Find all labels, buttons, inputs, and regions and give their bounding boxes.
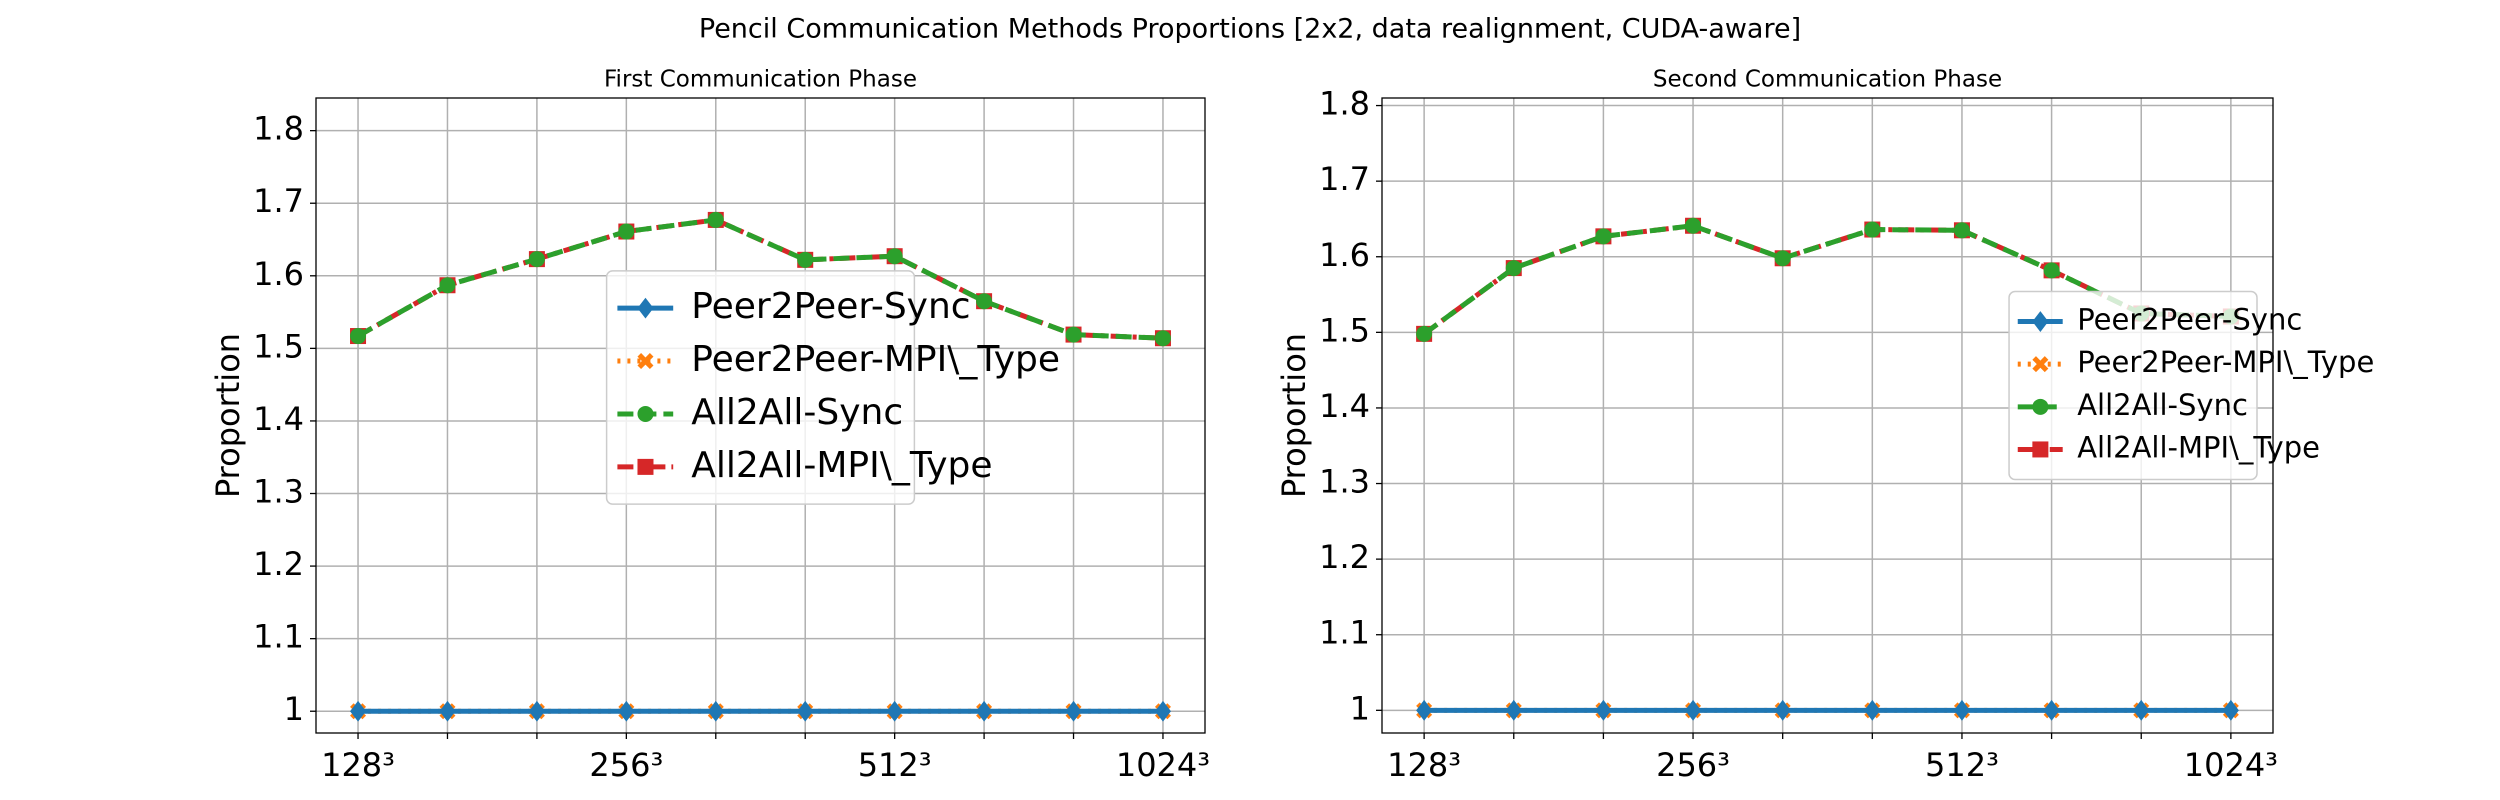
- marker: [637, 353, 654, 370]
- marker: [1953, 699, 1970, 721]
- y-tick-label: 1.4: [1319, 387, 1370, 425]
- legend-label: All2All-Sync: [691, 392, 903, 433]
- marker: [1685, 699, 1702, 721]
- y-tick-label: 1.7: [1319, 160, 1370, 198]
- y-tick-label: 1.1: [1319, 614, 1370, 652]
- marker: [2043, 262, 2060, 279]
- series-line: [356, 217, 1164, 341]
- x-tick-label: 512³: [858, 746, 932, 784]
- marker: [528, 251, 545, 268]
- axis-title: Second Communication Phase: [1653, 67, 2002, 93]
- marker: [1774, 699, 1791, 721]
- marker: [2043, 699, 2060, 721]
- marker: [637, 297, 654, 319]
- marker: [886, 700, 903, 722]
- marker: [886, 248, 903, 265]
- marker: [1595, 228, 1612, 245]
- marker: [350, 700, 367, 722]
- y-tick-label: 1.7: [253, 182, 304, 220]
- axis-title: First Communication Phase: [604, 67, 917, 93]
- legend-label: Peer2Peer-MPI\_Type: [2077, 345, 2374, 379]
- marker: [2032, 356, 2049, 373]
- marker: [618, 700, 635, 722]
- marker: [1505, 260, 1522, 277]
- y-tick-label: 1.4: [253, 400, 304, 438]
- marker: [2032, 311, 2049, 332]
- figure-title: Pencil Communication Methods Proportions…: [699, 14, 1801, 45]
- marker: [2222, 699, 2239, 721]
- y-axis-label: Proportion: [1275, 333, 1313, 498]
- marker: [439, 700, 456, 722]
- legend-label: All2All-MPI\_Type: [2077, 430, 2320, 464]
- y-tick-label: 1.3: [1319, 463, 1370, 501]
- marker: [637, 405, 654, 422]
- marker: [1065, 326, 1082, 343]
- marker: [1864, 699, 1881, 721]
- plot-frame: [315, 97, 1206, 734]
- y-axis-label: Proportion: [209, 333, 247, 498]
- marker: [439, 277, 456, 294]
- marker: [797, 700, 814, 722]
- marker: [528, 700, 545, 722]
- marker: [707, 211, 724, 228]
- x-tick-label: 256³: [1656, 746, 1730, 784]
- marker: [1505, 699, 1522, 721]
- x-tick-label: 1024³: [2184, 746, 2278, 784]
- y-tick-label: 1.8: [1319, 85, 1370, 123]
- legend-label: Peer2Peer-Sync: [691, 286, 970, 327]
- y-tick-label: 1.2: [253, 545, 304, 583]
- y-tick-label: 1.3: [253, 473, 304, 511]
- marker: [1595, 699, 1612, 721]
- x-tick-label: 256³: [589, 746, 663, 784]
- y-tick-label: 1: [284, 690, 304, 728]
- marker: [1685, 217, 1702, 234]
- x-tick-label: 1024³: [1116, 746, 1210, 784]
- marker: [350, 328, 367, 345]
- marker: [2032, 398, 2049, 415]
- y-tick-label: 1.8: [253, 110, 304, 148]
- y-tick-label: 1.2: [1319, 538, 1370, 576]
- x-tick-label: 128³: [1387, 746, 1461, 784]
- legend-label: All2All-MPI\_Type: [691, 445, 992, 486]
- x-tick-label: 128³: [321, 746, 395, 784]
- y-tick-label: 1.6: [1319, 236, 1370, 274]
- marker: [2133, 699, 2150, 721]
- marker: [1953, 222, 1970, 239]
- y-tick-label: 1.1: [253, 618, 304, 656]
- legend-box: [605, 270, 916, 505]
- marker: [637, 458, 654, 475]
- y-tick-label: 1: [1350, 689, 1370, 727]
- marker: [707, 700, 724, 722]
- y-tick-label: 1.5: [253, 327, 304, 365]
- marker: [976, 293, 993, 310]
- y-tick-label: 1.6: [253, 255, 304, 293]
- x-tick-label: 512³: [1925, 746, 1999, 784]
- y-tick-label: 1.5: [1319, 311, 1370, 349]
- marker: [976, 700, 993, 722]
- legend-label: Peer2Peer-Sync: [2077, 303, 2302, 337]
- marker: [1154, 330, 1171, 347]
- marker: [618, 223, 635, 240]
- marker: [1416, 699, 1433, 721]
- marker: [1065, 700, 1082, 722]
- marker: [1416, 325, 1433, 342]
- marker: [2032, 441, 2049, 458]
- marker: [1154, 700, 1171, 722]
- legend-label: Peer2Peer-MPI\_Type: [691, 339, 1060, 380]
- marker: [797, 251, 814, 268]
- marker: [1774, 250, 1791, 267]
- marker: [1864, 221, 1881, 238]
- plot-frame: [1381, 97, 2274, 734]
- legend-box: [2008, 290, 2258, 481]
- legend-label: All2All-Sync: [2077, 388, 2248, 422]
